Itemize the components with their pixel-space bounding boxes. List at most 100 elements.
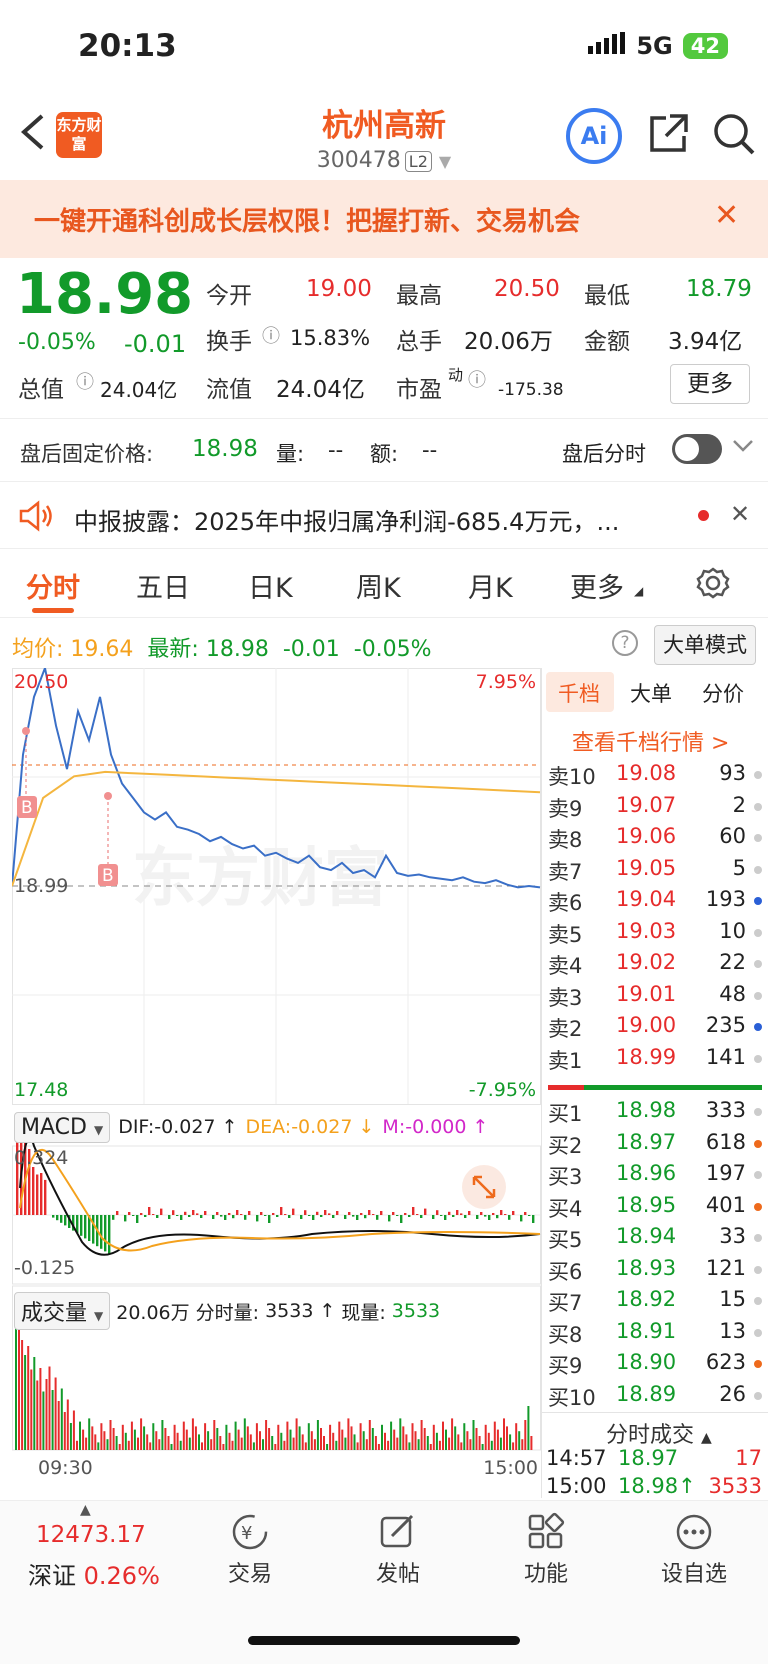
high-label: 最高 xyxy=(396,283,442,309)
tab-wuri[interactable]: 五日 xyxy=(136,573,190,604)
order-book-row[interactable]: 买5 18.94 33 xyxy=(548,1224,762,1256)
order-book-row[interactable]: 买7 18.92 15 xyxy=(548,1287,762,1319)
macd-bar xyxy=(116,1211,119,1215)
order-book-row[interactable]: 买3 18.96 197 xyxy=(548,1161,762,1193)
macd-bar xyxy=(396,1215,399,1216)
close-icon[interactable]: ✕ xyxy=(730,500,751,528)
order-book-row[interactable]: 卖9 19.07 2 xyxy=(548,793,762,825)
big-order-mode-button[interactable]: 大单模式 xyxy=(654,625,756,665)
nav-post[interactable]: 发帖 xyxy=(338,1512,458,1588)
info-icon[interactable]: ⓘ xyxy=(262,326,280,347)
news-text[interactable]: 中报披露：2025年中报归属净利润-685.4万元，... xyxy=(74,508,620,536)
nav-functions[interactable]: 功能 xyxy=(486,1512,606,1588)
tab-zhouk[interactable]: 周K xyxy=(356,573,401,604)
buy-marker[interactable] xyxy=(17,796,37,818)
volume-bar xyxy=(329,1424,332,1450)
gear-icon[interactable] xyxy=(696,566,730,604)
macd-bar xyxy=(256,1215,259,1222)
order-book-row[interactable]: 买4 18.95 401 xyxy=(548,1193,762,1225)
order-book-row[interactable]: 买6 18.93 121 xyxy=(548,1256,762,1288)
divider xyxy=(541,1412,768,1413)
volume-bar xyxy=(133,1429,136,1450)
volume-bar xyxy=(155,1431,158,1450)
float-value: 24.04亿 xyxy=(276,377,365,403)
order-book-row[interactable]: 卖3 19.01 48 xyxy=(548,982,762,1014)
tab-more[interactable]: 更多 xyxy=(570,573,624,604)
trades-title[interactable]: 分时成交 ▲ xyxy=(606,1423,712,1448)
nav-watchlist[interactable]: 设自选 xyxy=(634,1512,754,1588)
order-book-row[interactable]: 卖2 19.00 235 xyxy=(548,1013,762,1045)
index-value[interactable]: 12473.17 xyxy=(36,1522,146,1548)
level-dot xyxy=(754,802,762,811)
tab-rik[interactable]: 日K xyxy=(248,573,293,604)
stock-code-row[interactable]: 300478 L2 ▼ xyxy=(0,148,768,173)
avg-price-line xyxy=(12,770,541,887)
volume-bar xyxy=(185,1429,188,1450)
order-book-row[interactable]: 买10 18.89 26 xyxy=(548,1382,762,1414)
volume-selector[interactable]: 成交量 ▼ xyxy=(14,1292,111,1330)
chart-area[interactable]: 东方财富 B B 20.50 7.95% 18.99 17.48 -7.95% … xyxy=(12,668,542,1498)
macd-bar xyxy=(60,1215,63,1223)
macd-bar xyxy=(28,1149,31,1215)
help-icon[interactable]: ? xyxy=(612,630,638,656)
order-book-row[interactable]: 卖4 19.02 22 xyxy=(548,950,762,982)
index-row[interactable]: 深证 0.26% xyxy=(28,1556,160,1591)
buy-marker[interactable] xyxy=(98,864,118,886)
share-icon[interactable] xyxy=(646,112,690,160)
order-book-row[interactable]: 卖7 19.05 5 xyxy=(548,856,762,888)
ai-icon[interactable]: Ai xyxy=(566,108,622,164)
order-book-row[interactable]: 卖8 19.06 60 xyxy=(548,824,762,856)
volume-bar xyxy=(76,1440,78,1450)
after-hours-toggle[interactable] xyxy=(672,434,722,464)
volume-bar xyxy=(191,1418,194,1450)
macd-selector[interactable]: MACD ▼ xyxy=(14,1111,111,1143)
promo-banner-text[interactable]: 一键开通科创成长层权限！把握打新、交易机会 xyxy=(34,207,581,237)
news-row[interactable] xyxy=(0,486,768,549)
chevron-down-icon: ▼ xyxy=(438,152,452,171)
volume-bar xyxy=(143,1426,146,1450)
volume-label: 成交量 xyxy=(21,1301,88,1326)
macd-bar xyxy=(476,1215,479,1219)
level-dot xyxy=(754,960,762,968)
volume-bar xyxy=(45,1379,48,1450)
info-icon[interactable]: ⓘ xyxy=(468,370,486,391)
order-book-row[interactable]: 卖10 19.08 93 xyxy=(548,761,762,793)
macd-bar xyxy=(224,1215,227,1220)
macd-bar xyxy=(284,1214,287,1215)
macd-bar xyxy=(492,1213,495,1215)
volume-bar xyxy=(396,1437,399,1450)
close-icon[interactable]: ✕ xyxy=(714,198,740,233)
order-book-row[interactable]: 买8 18.91 13 xyxy=(548,1319,762,1351)
volume-bar xyxy=(249,1434,252,1450)
order-book-row[interactable]: 买1 18.98 333 xyxy=(548,1098,762,1130)
volume-bar xyxy=(30,1369,33,1450)
volume-bar xyxy=(201,1442,203,1450)
view-qiandang-link[interactable]: 查看千档行情 > xyxy=(572,731,730,756)
network-type: 5G xyxy=(636,32,673,60)
level-dot xyxy=(754,1023,762,1031)
tab-fenshi[interactable]: 分时 xyxy=(26,573,80,604)
search-icon[interactable] xyxy=(712,112,756,160)
order-book-row[interactable]: 卖5 19.03 10 xyxy=(548,919,762,951)
order-book-row[interactable]: 买2 18.97 618 xyxy=(548,1130,762,1162)
info-icon[interactable]: ⓘ xyxy=(76,372,94,393)
macd-bar xyxy=(232,1215,235,1219)
order-book-row[interactable]: 买9 18.90 623 xyxy=(548,1350,762,1382)
order-book-row[interactable]: 卖1 18.99 141 xyxy=(548,1045,762,1077)
chevron-down-icon[interactable] xyxy=(732,434,754,460)
promo-banner[interactable] xyxy=(0,180,768,258)
tab-yuek[interactable]: 月K xyxy=(468,573,513,604)
order-book-row[interactable]: 卖6 19.04 193 xyxy=(548,887,762,919)
macd-bar xyxy=(424,1208,427,1215)
macd-bar xyxy=(352,1215,355,1217)
nav-trade[interactable]: ¥ 交易 xyxy=(190,1512,310,1588)
macd-bar xyxy=(180,1215,183,1220)
back-icon[interactable] xyxy=(18,112,48,152)
tab-qiandang[interactable]: 千档 xyxy=(558,682,600,706)
level-price: 18.93 xyxy=(616,1255,677,1280)
macd-bar xyxy=(416,1214,419,1215)
tab-fenjia[interactable]: 分价 xyxy=(702,682,744,706)
level-label: 卖9 xyxy=(548,796,583,821)
tab-dadan[interactable]: 大单 xyxy=(630,682,672,706)
more-button[interactable]: 更多 xyxy=(670,364,750,404)
